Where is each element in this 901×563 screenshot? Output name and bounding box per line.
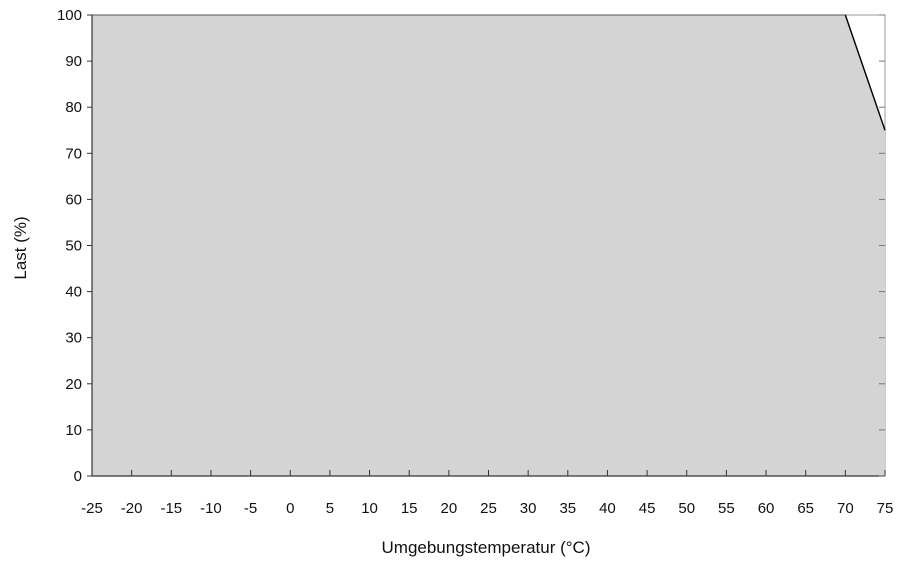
x-tick-label-35: 35	[559, 500, 576, 517]
x-tick-label-0: 0	[286, 500, 294, 517]
y-tick-label-0: 0	[74, 468, 82, 485]
x-tick-label-55: 55	[718, 500, 735, 517]
x-tick-label-45: 45	[639, 500, 656, 517]
y-tick-label-70: 70	[65, 145, 82, 162]
x-tick-label--5: -5	[244, 500, 257, 517]
x-tick-label-30: 30	[520, 500, 537, 517]
y-tick-label-50: 50	[65, 238, 82, 255]
x-tick-label--15: -15	[160, 500, 182, 517]
series-area-0	[92, 15, 885, 476]
x-tick-label-5: 5	[326, 500, 334, 517]
y-tick-label-20: 20	[65, 376, 82, 393]
x-tick-label--25: -25	[81, 500, 103, 517]
derating-slope-line	[844, 14, 886, 131]
x-tick-label-20: 20	[441, 500, 458, 517]
x-tick-label-10: 10	[361, 500, 378, 517]
x-tick-label-25: 25	[480, 500, 497, 517]
x-tick-label-65: 65	[797, 500, 814, 517]
y-tick-label-40: 40	[65, 284, 82, 301]
y-tick-label-90: 90	[65, 53, 82, 70]
x-tick-label-70: 70	[837, 500, 854, 517]
y-tick-label-60: 60	[65, 191, 82, 208]
x-tick-label--10: -10	[200, 500, 222, 517]
y-tick-label-10: 10	[65, 422, 82, 439]
x-tick-label-15: 15	[401, 500, 418, 517]
y-tick-label-80: 80	[65, 99, 82, 116]
y-tick-label-30: 30	[65, 330, 82, 347]
x-tick-label-60: 60	[758, 500, 775, 517]
x-tick-label--20: -20	[121, 500, 143, 517]
x-tick-label-75: 75	[877, 500, 894, 517]
x-axis-title: Umgebungstemperatur (°C)	[382, 538, 591, 557]
x-tick-label-40: 40	[599, 500, 616, 517]
y-tick-label-100: 100	[57, 7, 82, 24]
x-tick-label-50: 50	[678, 500, 695, 517]
plot-area: 0 10 20 30 40 50 60 70 80 90 100 -25 -20 -15 -10 -5 0 5 10…	[57, 7, 893, 517]
y-axis-title: Last (%)	[11, 216, 30, 279]
